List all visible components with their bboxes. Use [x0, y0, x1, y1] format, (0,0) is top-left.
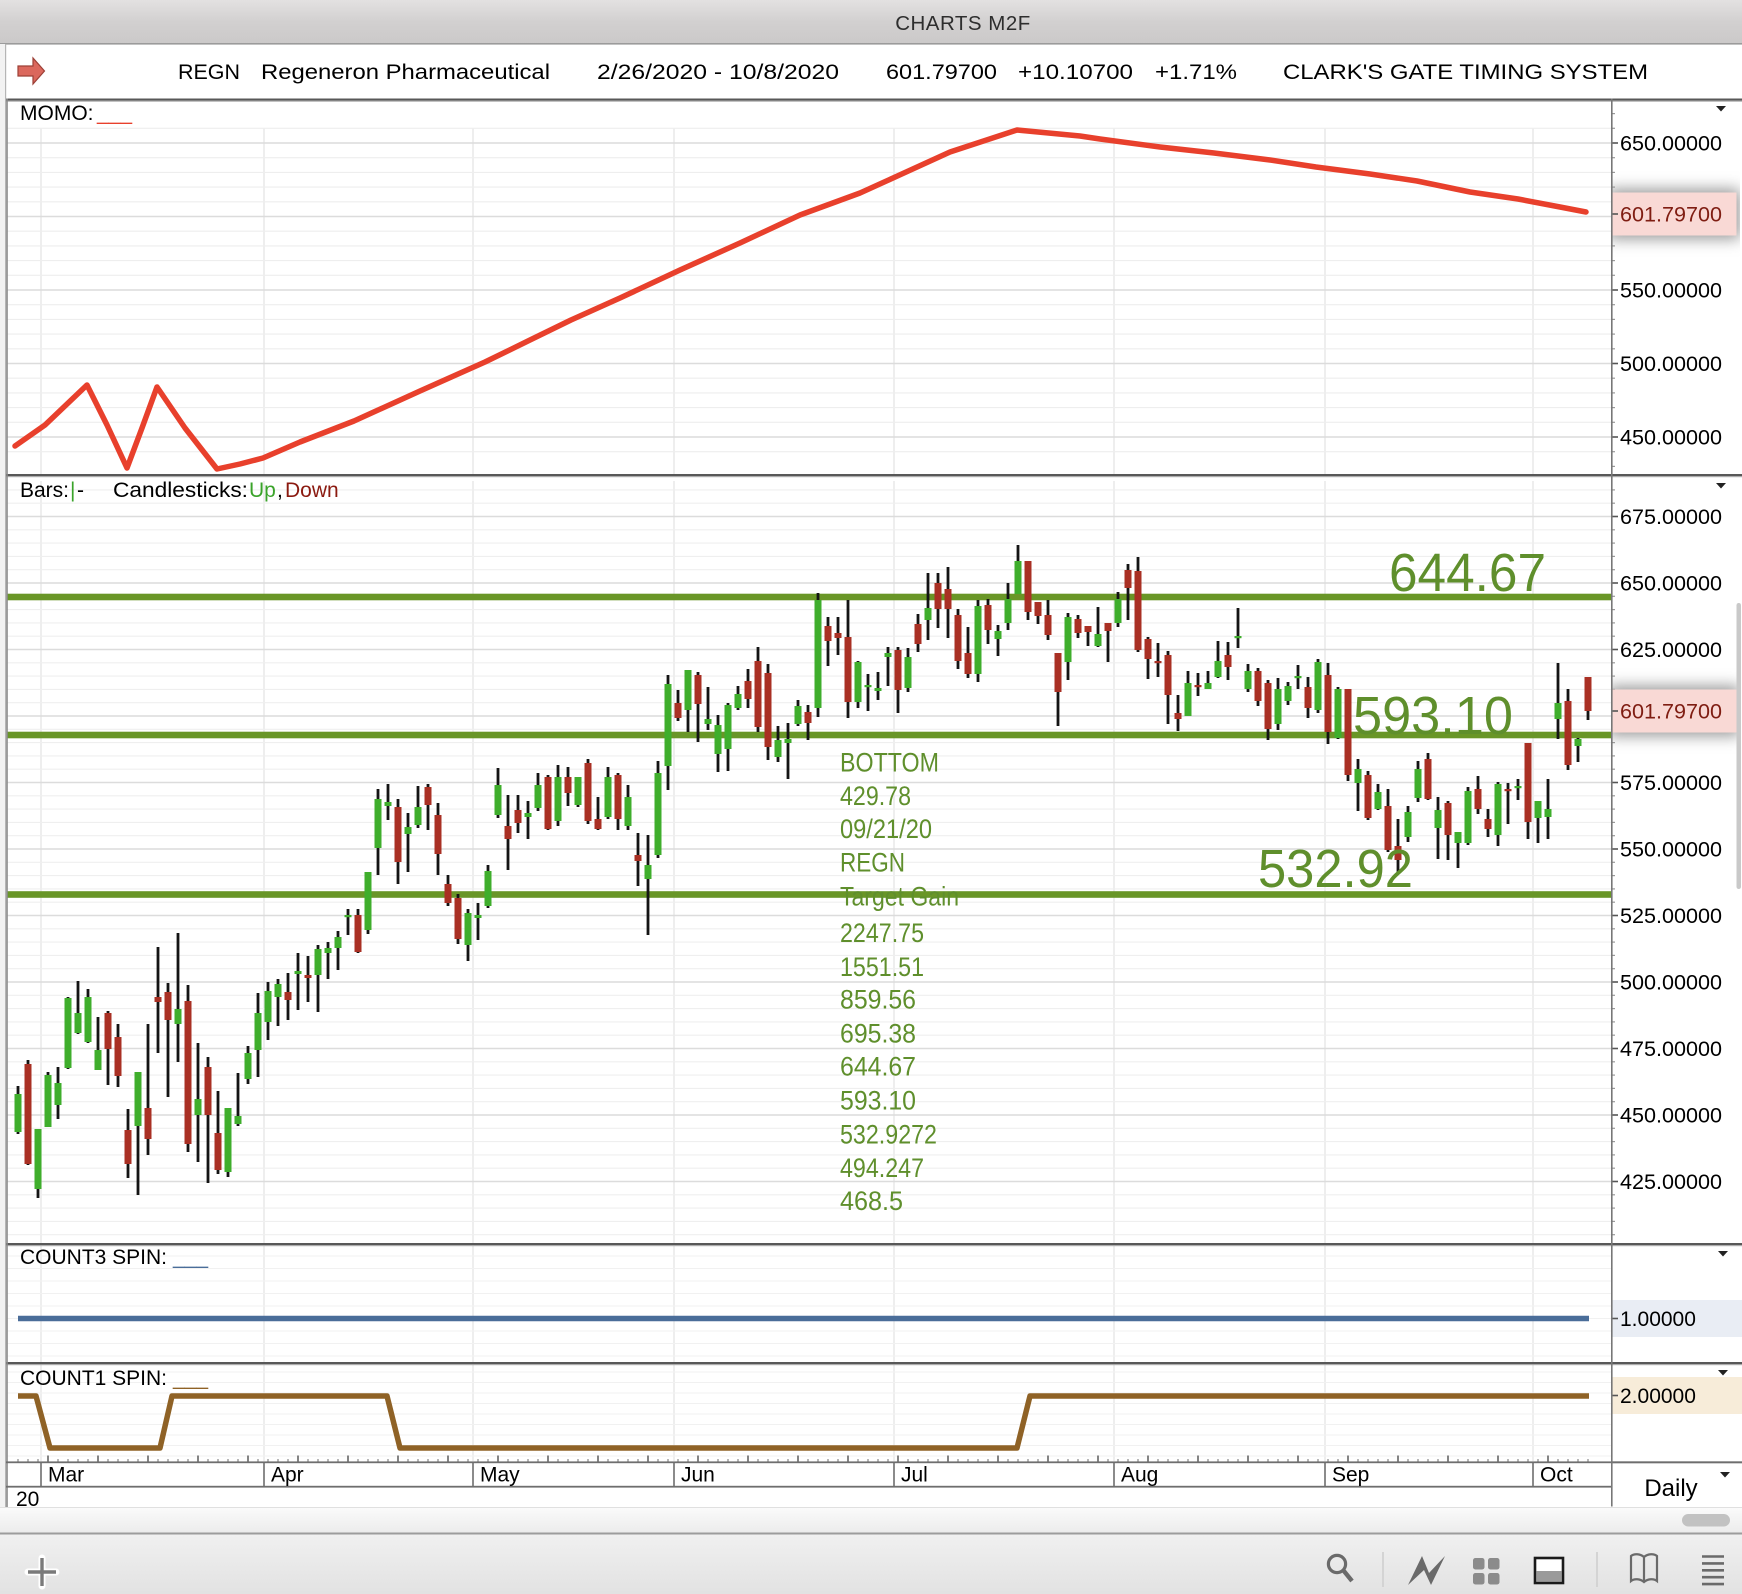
svg-text:695.38: 695.38	[840, 1019, 916, 1049]
svg-text:644.67: 644.67	[1389, 543, 1546, 603]
svg-text:525.00000: 525.00000	[1620, 905, 1722, 928]
svg-text:650.00000: 650.00000	[1620, 133, 1722, 156]
svg-text:1551.51: 1551.51	[840, 952, 924, 982]
svg-text:COUNT1 SPIN:: COUNT1 SPIN:	[20, 1367, 167, 1390]
svg-text:650.00000: 650.00000	[1620, 573, 1722, 596]
svg-text:450.00000: 450.00000	[1620, 427, 1722, 450]
svg-text:___: ___	[96, 102, 132, 125]
svg-text:675.00000: 675.00000	[1620, 506, 1722, 529]
svg-text:CLARK'S GATE TIMING SYSTEM: CLARK'S GATE TIMING SYSTEM	[1283, 61, 1648, 84]
svg-text:Sep: Sep	[1332, 1464, 1369, 1487]
svg-text:Target Gain: Target Gain	[840, 882, 959, 912]
svg-text:2/26/2020 - 10/8/2020: 2/26/2020 - 10/8/2020	[597, 61, 839, 84]
svg-text:2247.75: 2247.75	[840, 918, 924, 948]
svg-text:REGN: REGN	[178, 61, 240, 84]
svg-text:425.00000: 425.00000	[1620, 1171, 1722, 1194]
svg-text:601.79700: 601.79700	[1620, 701, 1722, 724]
svg-text:601.79700: 601.79700	[1620, 204, 1722, 227]
svg-text:500.00000: 500.00000	[1620, 972, 1722, 995]
svg-text:Jun: Jun	[681, 1464, 715, 1487]
svg-text:Oct: Oct	[1540, 1464, 1573, 1487]
svg-text:BOTTOM: BOTTOM	[840, 748, 939, 778]
svg-text:644.67: 644.67	[840, 1052, 916, 1082]
svg-text:450.00000: 450.00000	[1620, 1105, 1722, 1128]
svg-text:CHARTS M2F: CHARTS M2F	[895, 12, 1031, 35]
svg-text:+1.71%: +1.71%	[1155, 61, 1237, 84]
svg-text:601.79700: 601.79700	[886, 61, 997, 84]
svg-text:Aug: Aug	[1121, 1464, 1158, 1487]
svg-text:Bars:|-Candlesticks:Up,Down: Bars:|- Candlesticks:Up, Down	[20, 479, 339, 502]
svg-text:1.00000: 1.00000	[1620, 1308, 1696, 1331]
svg-text:+10.10700: +10.10700	[1018, 61, 1133, 84]
svg-text:MOMO:: MOMO:	[20, 102, 94, 125]
svg-text:859.56: 859.56	[840, 985, 916, 1015]
svg-text:593.10: 593.10	[840, 1086, 916, 1116]
svg-text:May: May	[480, 1464, 520, 1487]
svg-text:593.10: 593.10	[1353, 686, 1513, 746]
svg-text:REGN: REGN	[840, 848, 905, 878]
svg-text:Apr: Apr	[271, 1464, 304, 1487]
svg-text:429.78: 429.78	[840, 781, 911, 811]
svg-text:575.00000: 575.00000	[1620, 772, 1722, 795]
svg-text:___: ___	[172, 1246, 208, 1269]
svg-text:550.00000: 550.00000	[1620, 280, 1722, 303]
svg-text:Jul: Jul	[901, 1464, 928, 1487]
svg-text:468.5: 468.5	[840, 1186, 903, 1216]
svg-text:20: 20	[16, 1488, 39, 1511]
svg-text:Daily: Daily	[1644, 1475, 1697, 1502]
svg-text:Mar: Mar	[48, 1464, 84, 1487]
svg-text:COUNT3 SPIN:: COUNT3 SPIN:	[20, 1246, 167, 1269]
svg-text:625.00000: 625.00000	[1620, 639, 1722, 662]
svg-text:494.247: 494.247	[840, 1153, 924, 1183]
svg-text:550.00000: 550.00000	[1620, 839, 1722, 862]
svg-text:___: ___	[172, 1367, 208, 1390]
svg-text:Regeneron Pharmaceutical: Regeneron Pharmaceutical	[261, 61, 550, 84]
svg-text:2.00000: 2.00000	[1620, 1385, 1696, 1408]
svg-text:475.00000: 475.00000	[1620, 1038, 1722, 1061]
svg-text:09/21/20: 09/21/20	[840, 814, 932, 844]
svg-text:500.00000: 500.00000	[1620, 353, 1722, 376]
svg-text:532.9272: 532.9272	[840, 1120, 937, 1150]
svg-text:532.92: 532.92	[1258, 839, 1413, 899]
